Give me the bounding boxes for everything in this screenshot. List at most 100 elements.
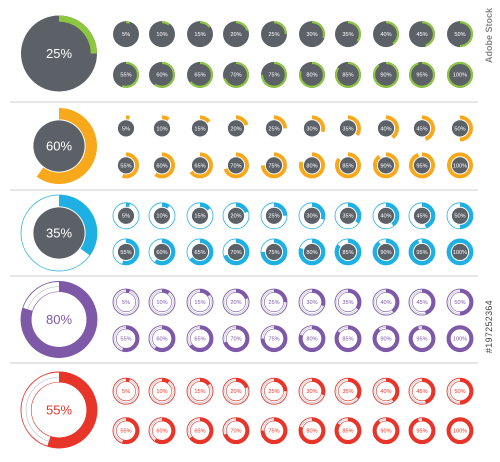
percent-label: 90% — [380, 337, 391, 343]
center-disc — [339, 157, 357, 174]
donut-blue-20: 20% — [222, 202, 250, 230]
percent-label: 50% — [454, 214, 465, 220]
percent-label: 95% — [416, 337, 427, 343]
percent-label: 85% — [342, 163, 353, 169]
ring-progress — [347, 289, 361, 310]
donut-purple-40: 40% — [372, 288, 400, 316]
percent-label: 45% — [416, 32, 427, 38]
percent-label: 25% — [268, 214, 279, 220]
ring-progress — [447, 325, 473, 352]
percent-label: 75% — [268, 250, 279, 256]
percent-label: 40% — [380, 300, 391, 306]
center-disc — [377, 207, 395, 224]
center-disc — [413, 243, 431, 261]
ring-progress — [409, 152, 435, 179]
center-disc — [375, 23, 397, 45]
center-disc — [375, 63, 397, 86]
donut-red-100: 100% — [446, 417, 474, 445]
ring-progress — [311, 378, 325, 396]
center-disc — [191, 157, 209, 174]
ring-progress — [459, 202, 473, 229]
ring-progress — [311, 289, 325, 307]
row-green: 25% 5% 10% 15% 20% 25% 30% 35% 40% 45% 50% 55% 60% 65… — [21, 15, 473, 92]
percent-label: 30% — [306, 214, 317, 220]
ring-progress — [154, 152, 175, 179]
center-disc — [449, 63, 471, 86]
row-blue: 35% 5% 10% 15% 20% 25% 30% 35% 40% 45% 50% 55% 60% 65… — [20, 194, 474, 272]
ring-inner-outline — [302, 328, 322, 349]
center-disc — [413, 207, 431, 224]
donut-green-20: 20% — [223, 21, 249, 48]
donut-red-25: 25% — [260, 377, 288, 405]
donut-blue-45: 45% — [408, 202, 436, 230]
donut-purple-35: 35% — [334, 288, 362, 316]
ring-progress — [121, 417, 139, 444]
center-disc — [339, 243, 357, 261]
percent-label: 10% — [156, 389, 167, 395]
donut-red-45: 45% — [408, 377, 436, 405]
ring-progress — [421, 378, 435, 404]
donut-red-40: 40% — [372, 377, 400, 405]
ring-progress — [299, 417, 325, 444]
donut-purple-25: 25% — [260, 288, 288, 316]
ring-progress — [421, 202, 435, 229]
donut-red-10: 10% — [148, 377, 176, 405]
donut-orange-15: 15% — [191, 115, 211, 137]
center-disc — [303, 157, 321, 174]
percent-label: 20% — [230, 32, 241, 38]
percent-label: 80% — [306, 73, 317, 79]
ring-outline — [446, 288, 474, 316]
ring-progress — [161, 115, 170, 122]
donut-red-30: 30% — [298, 377, 326, 405]
donut-green-5: 5% — [113, 21, 139, 48]
percent-label: 55% — [120, 429, 131, 435]
ring-progress — [373, 417, 399, 444]
donut-blue-35: 35% — [334, 202, 362, 230]
ring-progress — [189, 325, 213, 352]
ring-progress — [299, 152, 325, 179]
donut-green-55: 55% — [113, 61, 140, 88]
donut-purple-15: 15% — [186, 288, 214, 316]
donut-red-5: 5% — [112, 377, 140, 405]
donut-green-15: 15% — [187, 21, 213, 48]
donut-green-100: 100% — [447, 61, 473, 88]
center-disc — [451, 120, 469, 137]
ring-progress — [459, 378, 473, 405]
percent-label: 20% — [230, 126, 241, 132]
center-disc — [117, 207, 135, 224]
ring-progress — [335, 152, 361, 179]
percent-label: 75% — [268, 429, 279, 435]
donut-purple-85: 85% — [334, 325, 362, 353]
donut-green-35: 35% — [335, 21, 361, 48]
ring-progress — [261, 238, 287, 265]
ring-inner-outline — [152, 328, 172, 349]
percent-label: 5% — [122, 389, 130, 395]
ring-progress — [161, 378, 170, 384]
center-disc — [227, 207, 245, 224]
center-disc — [117, 157, 135, 174]
donut-blue-85: 85% — [334, 238, 362, 266]
donut-orange-35: 35% — [339, 115, 361, 137]
ring-progress — [125, 378, 131, 383]
percent-label: 20% — [230, 389, 241, 395]
donut-purple-30: 30% — [298, 288, 326, 316]
percent-label: 5% — [122, 300, 130, 306]
percent-label: 25% — [268, 32, 279, 38]
percent-label: 60% — [156, 73, 167, 79]
percent-label: 10% — [156, 32, 167, 38]
ring-progress — [235, 289, 249, 300]
percent-label: 85% — [342, 250, 353, 256]
center-disc — [153, 243, 171, 261]
center-disc — [265, 207, 283, 224]
donut-orange-45: 45% — [413, 115, 435, 141]
center-disc — [191, 120, 209, 137]
ring-progress — [58, 195, 97, 256]
ring-progress — [161, 289, 170, 295]
donut-red-60: 60% — [148, 417, 176, 445]
percent-label: 45% — [416, 214, 427, 220]
percent-label: 60% — [156, 337, 167, 343]
ring-progress — [125, 115, 131, 120]
percent-label: 80% — [306, 429, 317, 435]
ring-inner-outline — [338, 328, 358, 349]
center-disc — [151, 23, 173, 45]
